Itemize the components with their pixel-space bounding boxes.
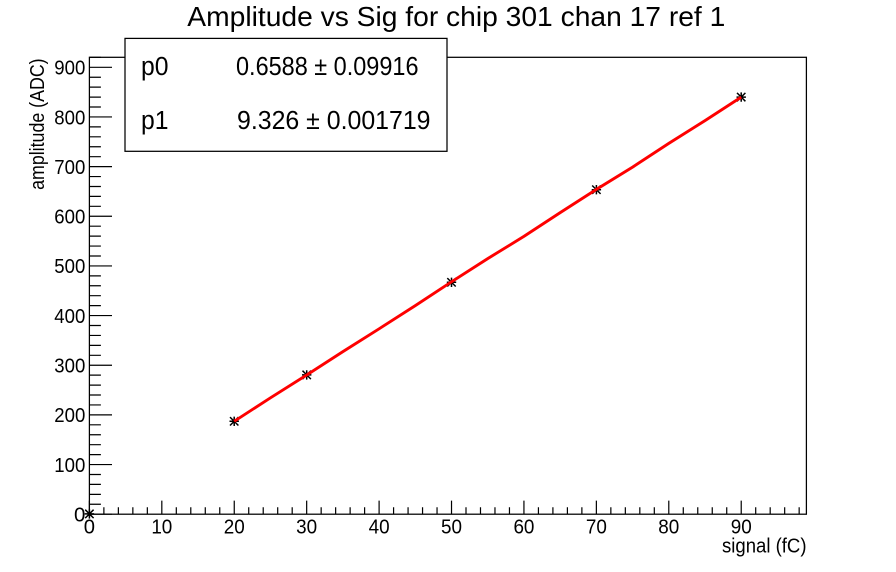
svg-text:600: 600 (54, 207, 85, 229)
svg-text:0: 0 (84, 517, 95, 539)
svg-text:60: 60 (513, 517, 534, 539)
svg-text:200: 200 (54, 405, 85, 427)
svg-text:100: 100 (54, 455, 85, 477)
svg-text:p1: p1 (141, 107, 169, 135)
svg-text:700: 700 (54, 157, 85, 179)
svg-text:0: 0 (74, 505, 85, 527)
svg-text:300: 300 (54, 356, 85, 378)
svg-text:900: 900 (54, 58, 85, 80)
svg-text:40: 40 (369, 517, 390, 539)
svg-text:30: 30 (296, 517, 317, 539)
svg-text:10: 10 (151, 517, 172, 539)
svg-text:signal (fC): signal (fC) (722, 535, 807, 557)
svg-text:50: 50 (441, 517, 462, 539)
svg-text:500: 500 (54, 256, 85, 278)
svg-text:800: 800 (54, 107, 85, 129)
svg-text:20: 20 (224, 517, 245, 539)
svg-text:9.326 ± 0.001719: 9.326 ± 0.001719 (237, 107, 431, 135)
svg-text:90: 90 (731, 517, 752, 539)
svg-text:80: 80 (658, 517, 679, 539)
svg-text:Amplitude vs Sig for chip 301: Amplitude vs Sig for chip 301 chan 17 re… (187, 1, 725, 32)
svg-text:p0: p0 (141, 53, 169, 81)
svg-text:70: 70 (586, 517, 607, 539)
svg-text:400: 400 (54, 306, 85, 328)
svg-text:amplitude (ADC): amplitude (ADC) (27, 58, 49, 190)
svg-text:0.6588 ± 0.09916: 0.6588 ± 0.09916 (236, 53, 419, 81)
